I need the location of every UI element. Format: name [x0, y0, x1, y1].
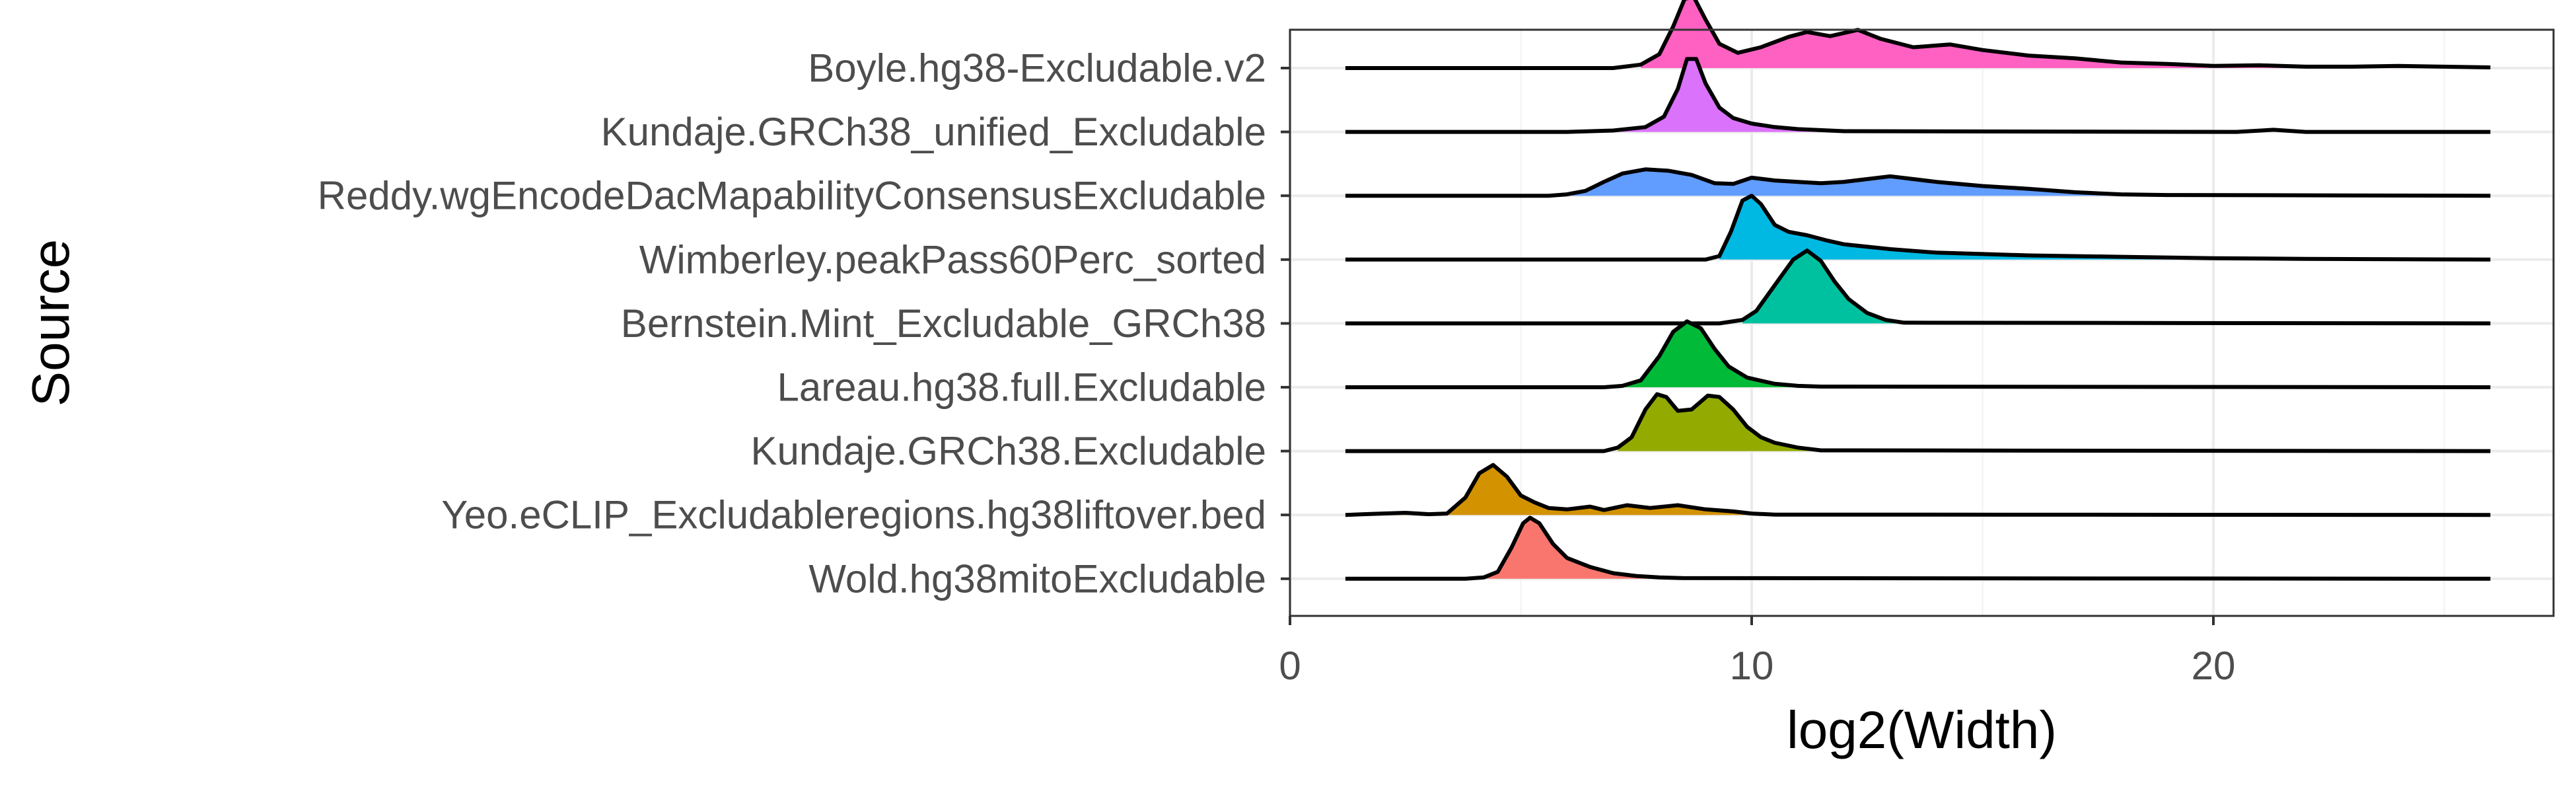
x-axis-title: log2(Width): [1787, 700, 2057, 759]
y-tick-label: Lareau.hg38.full.Excludable: [777, 365, 1266, 410]
y-tick-label: Bernstein.Mint_Excludable_GRCh38: [621, 301, 1266, 346]
ridge-line: [1345, 515, 2491, 581]
ridge-line: [1345, 0, 2491, 70]
ridge-fill: [1484, 517, 1683, 579]
ridge-line: [1345, 57, 2491, 134]
y-tick-label: Kundaje.GRCh38_unified_Excludable: [601, 110, 1266, 154]
ridge-fill: [1641, 0, 2491, 68]
x-tick-label: 20: [2192, 644, 2236, 688]
y-tick-label: Reddy.wgEncodeDacMapabilityConsensusExcl…: [318, 174, 1266, 218]
axis-labels: Wold.hg38mitoExcludable Yeo.eCLIP_Excluda…: [318, 46, 2236, 689]
axis-ticks: [1281, 67, 2215, 625]
ridge-fill: [1622, 321, 1821, 387]
y-tick-label: Yeo.eCLIP_Excludableregions.hg38liftover…: [441, 493, 1266, 537]
ridge-fill: [1719, 196, 2306, 260]
ridges: [1345, 0, 2491, 581]
ridge-fill: [1742, 250, 1904, 324]
x-tick-label: 10: [1730, 644, 1774, 688]
ridge-fill: [1613, 59, 2273, 132]
y-axis-title: Source: [21, 239, 80, 406]
y-tick-label: Wold.hg38mitoExcludable: [808, 556, 1266, 601]
ridge-fill: [1363, 465, 1775, 515]
ridge-fill: [1618, 394, 1821, 451]
ridge-line: [1345, 167, 2491, 198]
y-tick-label: Boyle.hg38-Excludable.v2: [808, 46, 1266, 91]
y-tick-label: Wimberley.peakPass60Perc_sorted: [639, 237, 1266, 282]
ridge-line: [1345, 392, 2491, 453]
x-tick-label: 0: [1279, 644, 1301, 688]
ridge-line: [1345, 463, 2491, 517]
y-tick-label: Kundaje.GRCh38.Excludable: [751, 429, 1267, 473]
ridge-line: [1345, 194, 2491, 262]
ridge-line: [1345, 319, 2491, 389]
ridge-line: [1345, 248, 2491, 326]
